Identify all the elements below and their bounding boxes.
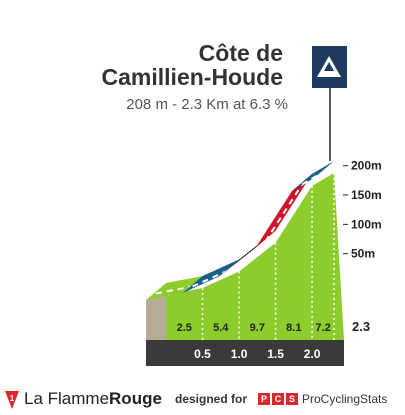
gradient-label: 7.2 [315,322,330,334]
footer: 1 La FlammeRouge designed for P C S ProC… [0,385,405,415]
distance-end-label: 2.3 [352,319,370,334]
altitude-tick-label: 150m [351,188,382,202]
climb-title-line2: Camillien-Houde [101,64,283,90]
svg-text:1: 1 [10,394,15,403]
brand-name: La FlammeRouge [24,389,162,409]
altitude-tick-label: 200m [351,159,382,173]
road-center-line [228,240,267,271]
climb-title-line1: Côte de [198,40,283,66]
gradient-label: 5.4 [213,322,229,334]
road-segment [146,275,203,300]
km-tick-label: 0.5 [194,347,211,361]
mountain-icon-inner [324,62,334,71]
km-tick-label: 1.0 [231,347,248,361]
road-center-line [301,170,325,186]
brand-light: La Flamme [24,389,110,408]
brand-bold: Rouge [109,389,162,408]
road-center-line [192,269,230,288]
ground-strip [146,340,344,366]
km-tick-label: 2.0 [304,347,321,361]
climb-subtitle: 208 m - 2.3 Km at 6.3 % [126,96,288,113]
pcs-logo-c: C [272,393,284,405]
gradient-label: 8.1 [286,322,301,334]
pcs-logo-s: S [286,393,298,405]
altitude-tick-label: 100m [351,217,382,231]
terrain-side-wall [146,295,166,340]
road-center-line [264,183,303,242]
designed-for-label: designed for [175,392,248,406]
altitude-tick-label: 50m [351,247,375,261]
terrain-area [146,173,344,340]
gradient-label: 9.7 [250,322,265,334]
km-tick-label: 1.5 [267,347,284,361]
pcs-name: ProCyclingStats [302,392,388,406]
flamme-rouge-logo-icon: 1 [5,391,19,409]
gradient-label: 2.5 [177,322,192,334]
pcs-logo-p: P [258,393,270,405]
